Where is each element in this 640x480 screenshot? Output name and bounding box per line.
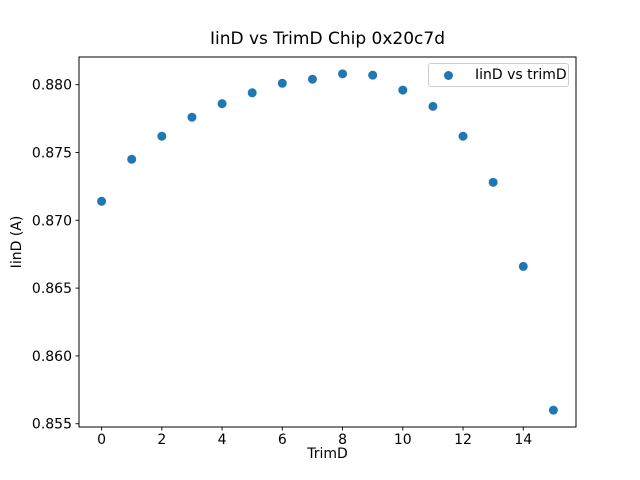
plot-frame bbox=[78, 56, 577, 428]
y-axis-label: IinD (A) bbox=[9, 215, 25, 269]
x-tick-label: 4 bbox=[218, 432, 227, 448]
chart-title: IinD vs TrimD Chip 0x20c7d bbox=[209, 29, 445, 49]
x-tick-label: 12 bbox=[454, 432, 472, 448]
y-tick-label: 0.870 bbox=[32, 213, 72, 229]
data-point bbox=[368, 70, 378, 80]
y-tick-label: 0.855 bbox=[32, 417, 72, 433]
legend-label: IinD vs trimD bbox=[475, 67, 567, 83]
x-tick-label: 2 bbox=[157, 432, 166, 448]
x-tick-label: 14 bbox=[514, 432, 532, 448]
x-tick-label: 6 bbox=[278, 432, 287, 448]
x-tick-label: 0 bbox=[97, 432, 106, 448]
x-tick-label: 10 bbox=[394, 432, 412, 448]
x-axis-label: TrimD bbox=[307, 446, 348, 462]
data-point bbox=[277, 78, 287, 88]
data-point bbox=[187, 112, 197, 122]
x-tick-label: 8 bbox=[338, 432, 347, 448]
legend-marker-icon bbox=[444, 70, 453, 80]
data-point bbox=[398, 85, 408, 95]
y-tick-label: 0.860 bbox=[32, 349, 72, 365]
data-point bbox=[548, 405, 558, 415]
data-point bbox=[157, 131, 167, 141]
legend: IinD vs trimD bbox=[428, 63, 569, 87]
data-point bbox=[127, 154, 137, 164]
data-point bbox=[97, 196, 107, 206]
data-point bbox=[428, 101, 438, 111]
data-point bbox=[217, 99, 227, 109]
data-point bbox=[518, 261, 528, 271]
data-point bbox=[307, 74, 317, 84]
y-tick-label: 0.865 bbox=[32, 281, 72, 297]
y-tick-label: 0.875 bbox=[32, 145, 72, 161]
data-point bbox=[247, 88, 257, 98]
data-point bbox=[338, 69, 348, 79]
data-point bbox=[458, 131, 468, 141]
y-tick-label: 0.880 bbox=[32, 78, 72, 94]
data-point bbox=[488, 177, 498, 187]
